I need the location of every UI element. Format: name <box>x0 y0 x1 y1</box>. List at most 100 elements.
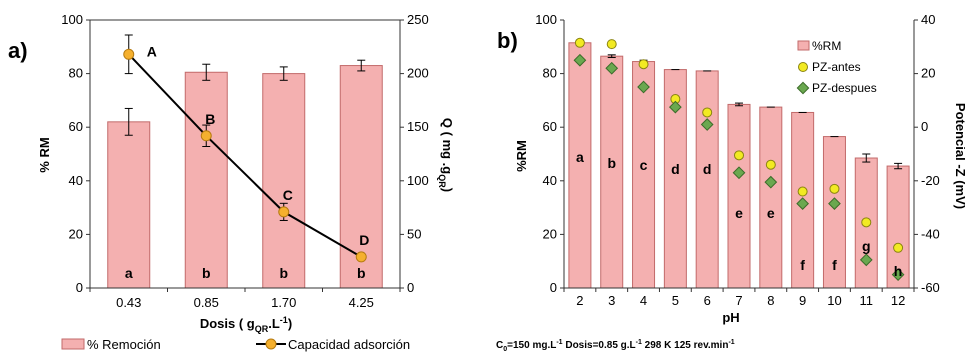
point-pz-antes-5 <box>734 150 744 161</box>
bar-letter-b-7: f <box>800 257 805 273</box>
y2-tick-a-5: 250 <box>407 12 429 27</box>
y2-tick-a-4: 200 <box>407 66 429 81</box>
y2-tick-a-3: 150 <box>407 119 429 134</box>
x-axis-label-a: Dosis ( gQR.L-1) <box>200 315 292 334</box>
panel-label-b: b) <box>497 28 518 53</box>
y2-tick-b-2: -20 <box>921 173 940 188</box>
y-tick-b-5: 100 <box>535 12 557 27</box>
legend-b: %RM PZ-antes PZ-despues <box>796 39 877 95</box>
y-tick-b-1: 20 <box>543 226 557 241</box>
point-pz-antes-4 <box>702 107 713 118</box>
y-axis-label-a: % RM <box>37 137 52 172</box>
bar-letter-b-4: d <box>703 161 712 177</box>
y2-axis-label-b: Potencial -Z (mV) <box>953 103 965 209</box>
bar-b-6 <box>759 106 783 289</box>
legend-label-pz-antes: PZ-antes <box>812 60 861 74</box>
bar-b-1 <box>600 55 624 289</box>
point-pz-antes-6 <box>765 159 776 170</box>
y-tick-b-4: 80 <box>543 66 557 81</box>
point-label-a-0: A <box>147 43 157 59</box>
series-line-capacidad <box>128 53 362 258</box>
bar-letter-b-3: d <box>671 161 680 177</box>
y2-tick-b-4: 20 <box>921 66 935 81</box>
legend-swatch-remocion <box>61 338 85 350</box>
point-pz-despues-2 <box>637 80 650 94</box>
y-tick-a-3: 60 <box>69 119 83 134</box>
x-tick-b-7: 9 <box>799 293 806 308</box>
x-tick-a-1: 0.85 <box>194 295 219 310</box>
y2-tick-b-1: -40 <box>921 226 940 241</box>
y-tick-a-4: 80 <box>69 66 83 81</box>
x-tick-b-6: 8 <box>767 293 774 308</box>
bar-letter-b-1: b <box>607 155 616 171</box>
point-pz-antes-0 <box>574 37 585 48</box>
legend-marker-pz-despues <box>796 81 810 95</box>
point-pz-despues-9 <box>859 253 873 267</box>
x-tick-b-5: 7 <box>735 293 742 308</box>
chart-b: b) 2 3 4 5 6 7 8 9 10 11 12 0 20 40 60 80 100 -60 -40 -20 0 2… <box>496 12 965 353</box>
chart-a: a) 0.43 0.85 1.70 4.25 0 20 40 60 80 100 0 50 100 150… <box>8 12 455 352</box>
point-capacidad-2 <box>278 206 290 218</box>
x-tick-b-0: 2 <box>576 293 583 308</box>
bar-a-2 <box>262 73 306 289</box>
point-pz-antes-1 <box>606 39 617 50</box>
point-pz-despues-7 <box>796 197 810 210</box>
bar-letter-b-10: h <box>894 263 903 279</box>
point-capacidad-0 <box>123 48 135 60</box>
bar-letter-a-2: b <box>279 265 288 281</box>
point-pz-antes-10 <box>893 242 904 253</box>
point-pz-despues-8 <box>828 197 841 210</box>
bar-letter-b-6: e <box>767 205 775 221</box>
bar-b-0 <box>568 42 592 289</box>
point-label-a-3: D <box>359 232 369 248</box>
y-tick-a-2: 40 <box>69 173 83 188</box>
y2-tick-a-1: 50 <box>407 226 421 241</box>
y-axis-label-b: %RM <box>514 140 529 172</box>
y2-tick-a-2: 100 <box>407 173 429 188</box>
conditions-note: C0=150 mg.L-1 Dosis=0.85 g.L-1 298 K 125… <box>496 339 735 353</box>
x-tick-b-9: 11 <box>860 293 874 308</box>
bar-letter-b-9: g <box>862 238 871 254</box>
point-label-a-1: B <box>205 111 215 127</box>
x-tick-b-8: 10 <box>827 293 841 308</box>
x-tick-b-10: 12 <box>891 293 905 308</box>
point-pz-antes-7 <box>797 186 808 197</box>
legend-label-rm: %RM <box>812 39 841 53</box>
legend-marker-pz-antes <box>798 62 808 72</box>
bar-letter-b-8: f <box>832 257 837 273</box>
bar-a-0 <box>107 121 151 289</box>
bar-b-2 <box>632 61 656 289</box>
bar-letter-a-3: b <box>357 265 366 281</box>
bar-letter-a-1: b <box>202 265 211 281</box>
x-tick-a-0: 0.43 <box>116 295 141 310</box>
bar-b-5 <box>727 103 751 289</box>
x-tick-b-1: 3 <box>608 293 615 308</box>
x-tick-b-2: 4 <box>640 293 647 308</box>
y-tick-b-2: 40 <box>543 173 557 188</box>
y-tick-b-0: 0 <box>550 280 557 295</box>
point-pz-antes-9 <box>861 217 872 228</box>
x-tick-b-3: 5 <box>672 293 679 308</box>
legend-swatch-rm <box>797 40 810 51</box>
x-tick-b-4: 6 <box>704 293 711 308</box>
point-pz-despues-10 <box>891 268 905 281</box>
point-pz-antes-2 <box>638 59 649 70</box>
legend-a: % Remoción Capacidad adsorción <box>61 337 410 352</box>
bar-letter-b-0: a <box>576 149 584 165</box>
legend-label-capacidad: Capacidad adsorción <box>288 337 410 352</box>
x-tick-a-2: 1.70 <box>271 295 296 310</box>
legend-label-pz-despues: PZ-despues <box>812 81 877 95</box>
point-pz-despues-3 <box>668 100 682 114</box>
y2-tick-a-0: 0 <box>407 280 414 295</box>
point-pz-despues-6 <box>764 175 778 189</box>
x-tick-a-3: 4.25 <box>349 295 374 310</box>
y2-tick-b-0: -60 <box>921 280 940 295</box>
point-pz-despues-1 <box>605 61 619 75</box>
y-tick-a-0: 0 <box>76 280 83 295</box>
point-capacidad-1 <box>200 130 212 142</box>
point-label-a-2: C <box>283 187 293 203</box>
bar-a-1 <box>184 71 228 289</box>
point-pz-despues-5 <box>732 166 746 180</box>
y-tick-b-3: 60 <box>543 119 557 134</box>
